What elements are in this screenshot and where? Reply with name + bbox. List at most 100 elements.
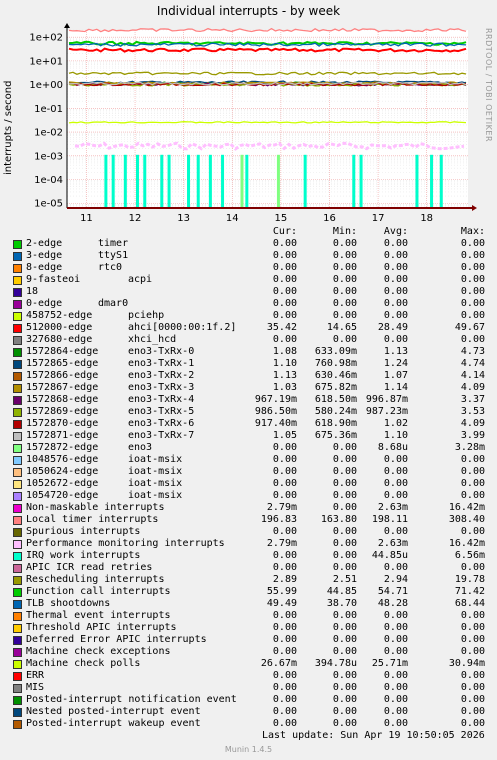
legend-cur: 55.99 [266,586,297,597]
legend-max: 3.28m [454,442,485,453]
legend-min: 0.00 [332,490,357,501]
x-tick-label: 15 [274,213,287,224]
x-axis-arrow [472,205,477,211]
legend-cur: 0.00 [272,442,297,453]
legend-row: 512000-edge ahci[0000:00:1f.2] 35.42 14.65 2… [0,322,497,334]
legend-max: 3.99 [460,430,485,441]
legend-label: Deferred Error APIC interrupts [26,634,207,645]
legend-min: 0.00 [332,238,357,249]
plot-background [67,30,468,208]
legend-swatch [13,612,22,621]
legend-min: 0.00 [332,286,357,297]
legend-header-avg: Avg: [383,226,408,237]
legend-label: 1572870-edge eno3-TxRx-6 [26,418,195,429]
legend-max: 308.40 [448,514,485,525]
legend-device: eno3-TxRx-4 [128,394,195,405]
legend-swatch [13,396,22,405]
legend-cur: 0.00 [272,610,297,621]
legend-label: 1050624-edge ioat-msix [26,466,183,477]
legend-swatch [13,552,22,561]
legend-cur: 2.89 [272,574,297,585]
series-1572871-edge-eno3-txrx-7 [68,81,467,86]
legend-cur: 0.00 [272,454,297,465]
legend-row: ERR 0.00 0.00 0.00 0.00 [0,670,497,682]
legend-swatch [13,408,22,417]
legend-device: eno3-TxRx-0 [128,346,195,357]
legend-cur: 0.00 [272,286,297,297]
series-performance-monitoring-interrupts [74,141,465,151]
legend-min: 580.24m [314,406,357,417]
legend-max: 0.00 [460,454,485,465]
legend-max: 0.00 [460,670,485,681]
legend-row: 18 0.00 0.00 0.00 0.00 [0,286,497,298]
spike-irq-work-interrupts [160,154,164,208]
legend-swatch [13,276,22,285]
legend-min: 0.00 [332,466,357,477]
legend-device: ioat-msix [128,490,183,501]
legend-swatch [13,264,22,273]
legend-row: 1572871-edge eno3-TxRx-7 1.05 675.36m 1.10 3.… [0,430,497,442]
legend-label: Function call interrupts [26,586,171,597]
legend-label: Machine check polls [26,658,141,669]
legend-device: pciehp [128,310,165,321]
series-function-call-interrupts [68,40,467,46]
x-tick-label: 11 [80,213,93,224]
legend-row: 8-edge rtc0 0.00 0.00 0.00 0.00 [0,262,497,274]
legend-avg: 2.63m [377,502,408,513]
legend-swatch [13,588,22,597]
legend-avg: 25.71m [371,658,408,669]
legend-row: 1572864-edge eno3-TxRx-0 1.08 633.09m 1.13 4.… [0,346,497,358]
legend-cur: 0.00 [272,562,297,573]
legend-max: 68.44 [454,598,485,609]
spike-irq-work-interrupts [167,154,171,208]
legend-avg: 0.00 [383,238,408,249]
legend-device: eno3-TxRx-3 [128,382,195,393]
spike-1572872-edge-eno3 [240,154,244,208]
legend-row: 458752-edge pciehp 0.00 0.00 0.00 0.00 [0,310,497,322]
legend-swatch [13,300,22,309]
legend-cur: 1.08 [272,346,297,357]
legend-avg: 0.00 [383,250,408,261]
legend-row: Performance monitoring interrupts 2.79m 0.… [0,538,497,550]
legend-avg: 996.87m [365,394,408,405]
legend-row: 1054720-edge ioat-msix 0.00 0.00 0.00 0.00 [0,490,497,502]
legend-avg: 54.71 [377,586,408,597]
legend-row: Threshold APIC interrupts 0.00 0.00 0.00 0.0… [0,622,497,634]
legend-cur: 0.00 [272,682,297,693]
legend-row: APIC ICR read retries 0.00 0.00 0.00 0.00 [0,562,497,574]
legend-cur: 0.00 [272,706,297,717]
legend-max: 16.42m [448,538,485,549]
legend-cur: 0.00 [272,298,297,309]
legend-max: 0.00 [460,526,485,537]
legend-row: Thermal event interrupts 0.00 0.00 0.00 0.00 [0,610,497,622]
legend-swatch [13,684,22,693]
legend-min: 0.00 [332,334,357,345]
legend-cur: 0.00 [272,622,297,633]
x-tick-label: 18 [420,213,433,224]
spike-irq-work-interrupts [359,154,363,208]
legend-label: 1052672-edge ioat-msix [26,478,183,489]
legend-max: 71.42 [454,586,485,597]
legend-row: Spurious interrupts 0.00 0.00 0.00 0.00 [0,526,497,538]
legend-min: 618.50m [314,394,357,405]
x-tick-label: 17 [372,213,385,224]
legend-min: 0.00 [332,298,357,309]
x-tick-label: 14 [226,213,239,224]
legend-min: 0.00 [332,622,357,633]
legend-min: 0.00 [332,550,357,561]
legend-min: 0.00 [332,646,357,657]
legend-row: Local timer interrupts 196.83 163.80 198.11… [0,514,497,526]
legend-device: ioat-msix [128,466,183,477]
legend-cur: 0.00 [272,262,297,273]
legend-label: 1054720-edge ioat-msix [26,490,183,501]
legend-min: 0.00 [332,538,357,549]
legend-max: 3.37 [460,394,485,405]
legend-avg: 0.00 [383,622,408,633]
legend-header-min: Min: [332,226,357,237]
legend-max: 0.00 [460,634,485,645]
legend-cur: 1.10 [272,358,297,369]
legend-max: 49.67 [454,322,485,333]
legend-swatch [13,672,22,681]
legend-label: Non-maskable interrupts [26,502,165,513]
legend-label: ERR [26,670,45,681]
